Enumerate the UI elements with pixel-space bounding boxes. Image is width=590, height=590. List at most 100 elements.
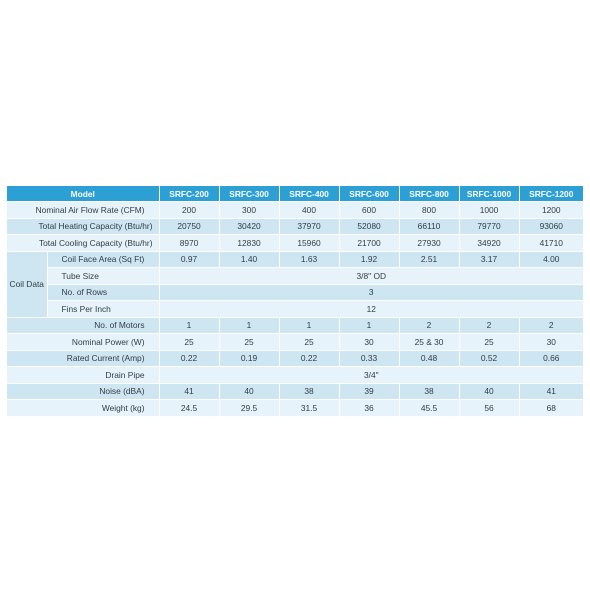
table-cell: 400: [279, 201, 340, 218]
table-cell-merged: 3/8" OD: [159, 267, 584, 284]
table-cell: 25: [459, 333, 520, 350]
table-cell: 36: [339, 399, 400, 416]
table-cell: 30420: [219, 217, 280, 235]
table-cell: 24.5: [159, 399, 220, 416]
table-cell: 2: [519, 316, 584, 334]
model-column-header: SRFC-300: [219, 186, 280, 202]
table-cell: 600: [339, 201, 400, 218]
table-row-current: Rated Current (Amp) 0.22 0.19 0.22 0.33 …: [7, 349, 584, 367]
table-cell: 0.19: [219, 349, 280, 367]
table-cell: 1200: [519, 201, 584, 218]
model-column-header: SRFC-200: [159, 186, 220, 202]
row-label: No. of Rows: [47, 283, 160, 301]
table-cell: 93060: [519, 217, 584, 235]
table-cell: 25: [279, 333, 340, 350]
table-cell: 0.97: [159, 250, 220, 268]
table-cell: 8970: [159, 234, 220, 251]
table-cell: 0.48: [399, 349, 460, 367]
table-cell: 30: [519, 333, 584, 350]
table-cell: 15960: [279, 234, 340, 251]
table-row-heating: Total Heating Capacity (Btu/hr) 20750 30…: [7, 217, 584, 235]
table-cell: 1.63: [279, 250, 340, 268]
table-cell: 25 & 30: [399, 333, 460, 350]
row-label: Drain Pipe: [7, 366, 160, 383]
table-cell: 0.66: [519, 349, 584, 367]
table-row-power: Nominal Power (W) 25 25 25 30 25 & 30 25…: [7, 333, 584, 350]
table-cell: 40: [459, 382, 520, 400]
table-row-tube-size: Tube Size 3/8" OD: [7, 267, 584, 284]
table-cell: 1.40: [219, 250, 280, 268]
table-cell: 56: [459, 399, 520, 416]
table-row-coil-face: Coil Data Coil Face Area (Sq Ft) 0.97 1.…: [7, 250, 584, 317]
table-cell: 1: [339, 316, 400, 334]
table-cell: 200: [159, 201, 220, 218]
row-label: Total Heating Capacity (Btu/hr): [7, 217, 160, 235]
table-cell: 25: [159, 333, 220, 350]
row-label: Rated Current (Amp): [7, 349, 160, 367]
row-label: Weight (kg): [7, 399, 160, 416]
table-cell: 1.92: [339, 250, 400, 268]
table-cell: 68: [519, 399, 584, 416]
table-cell: 2: [399, 316, 460, 334]
table-cell: 30: [339, 333, 400, 350]
table-cell: 12830: [219, 234, 280, 251]
table-cell: 300: [219, 201, 280, 218]
table-cell: 39: [339, 382, 400, 400]
table-row-airflow: Nominal Air Flow Rate (CFM) 200 300 400 …: [7, 201, 584, 218]
row-label: Nominal Power (W): [7, 333, 160, 350]
table-cell: 38: [399, 382, 460, 400]
table-cell-merged: 12: [159, 300, 584, 317]
table-row-drain: Drain Pipe 3/4": [7, 366, 584, 383]
table-cell: 1: [219, 316, 280, 334]
table-cell: 2: [459, 316, 520, 334]
table-cell: 79770: [459, 217, 520, 235]
table-header-row: Model SRFC-200 SRFC-300 SRFC-400 SRFC-60…: [7, 186, 584, 202]
table-cell: 0.33: [339, 349, 400, 367]
table-cell: 41710: [519, 234, 584, 251]
table-cell: 29.5: [219, 399, 280, 416]
table-cell: 25: [219, 333, 280, 350]
model-column-header: SRFC-600: [339, 186, 400, 202]
table-cell-merged: 3/4": [159, 366, 584, 383]
row-label: Noise (dBA): [7, 382, 160, 400]
table-row-motors: No. of Motors 1 1 1 1 2 2 2: [7, 316, 584, 334]
row-label: Coil Face Area (Sq Ft): [47, 250, 160, 268]
table-cell: 31.5: [279, 399, 340, 416]
coil-data-group-label: Coil Data: [7, 250, 48, 317]
row-label: Fins Per Inch: [47, 300, 160, 317]
table-cell: 2.51: [399, 250, 460, 268]
row-label: Nominal Air Flow Rate (CFM): [7, 201, 160, 218]
row-label: Tube Size: [47, 267, 160, 284]
table-cell: 0.22: [159, 349, 220, 367]
table-cell: 27930: [399, 234, 460, 251]
table-row-weight: Weight (kg) 24.5 29.5 31.5 36 45.5 56 68: [7, 399, 584, 416]
table-cell: 40: [219, 382, 280, 400]
table-cell: 20750: [159, 217, 220, 235]
table-row-cooling: Total Cooling Capacity (Btu/hr) 8970 128…: [7, 234, 584, 251]
table-cell: 1: [159, 316, 220, 334]
model-column-header: SRFC-1000: [459, 186, 520, 202]
table-cell: 41: [519, 382, 584, 400]
table-cell-merged: 3: [159, 283, 584, 301]
table-cell: 38: [279, 382, 340, 400]
row-label: No. of Motors: [7, 316, 160, 334]
table-row-fins: Fins Per Inch 12: [7, 300, 584, 317]
table-cell: 0.22: [279, 349, 340, 367]
table-cell: 41: [159, 382, 220, 400]
table-cell: 37970: [279, 217, 340, 235]
table-cell: 1: [279, 316, 340, 334]
table-cell: 66110: [399, 217, 460, 235]
model-column-header: SRFC-400: [279, 186, 340, 202]
table-cell: 0.52: [459, 349, 520, 367]
model-header: Model: [7, 186, 160, 202]
table-cell: 4.00: [519, 250, 584, 268]
table-row-noise: Noise (dBA) 41 40 38 39 38 40 41: [7, 382, 584, 400]
table-cell: 21700: [339, 234, 400, 251]
table-cell: 45.5: [399, 399, 460, 416]
table-cell: 34920: [459, 234, 520, 251]
model-column-header: SRFC-800: [399, 186, 460, 202]
table-cell: 3.17: [459, 250, 520, 268]
row-label: Total Cooling Capacity (Btu/hr): [7, 234, 160, 251]
specifications-table: Model SRFC-200 SRFC-300 SRFC-400 SRFC-60…: [7, 186, 584, 416]
table-cell: 800: [399, 201, 460, 218]
